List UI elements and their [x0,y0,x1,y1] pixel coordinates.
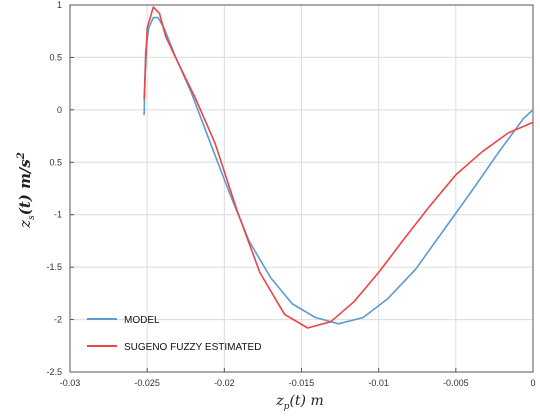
x-tick-label-0: -0.03 [60,378,81,388]
y-tick-label-2: 0 [57,105,62,115]
series-line-sugeno-fuzzy [143,6,534,329]
x-tick-label-6: 0 [530,378,535,388]
y-tick-label-4: -1 [54,210,62,220]
x-axis-label: zp(t) m [275,393,323,412]
y-tick-label-1: 0.5 [49,52,62,62]
y-tick-label-5: -1.5 [46,262,62,272]
legend-label-1: SUGENO FUZZY ESTIMATED [124,342,261,353]
y-tick-label-7: -2.5 [46,367,62,377]
legend-label-0: MODEL [124,315,160,326]
series-line-model [143,16,534,325]
x-tick-label-1: -0.025 [134,378,160,388]
legend: MODEL SUGENO FUZZY ESTIMATED [87,315,261,353]
y-axis-label: zs(t) m/s2 [16,152,37,229]
y-tick-label-6: -2 [54,315,62,325]
x-tick-label-3: -0.015 [289,378,315,388]
x-tick-label-5: -0.005 [443,378,469,388]
y-tick-label-0: 1 [57,0,62,10]
x-tick-label-4: -0.01 [368,378,389,388]
y-tick-label-3: 0.5 [49,157,62,167]
x-tick-label-2: -0.02 [214,378,235,388]
